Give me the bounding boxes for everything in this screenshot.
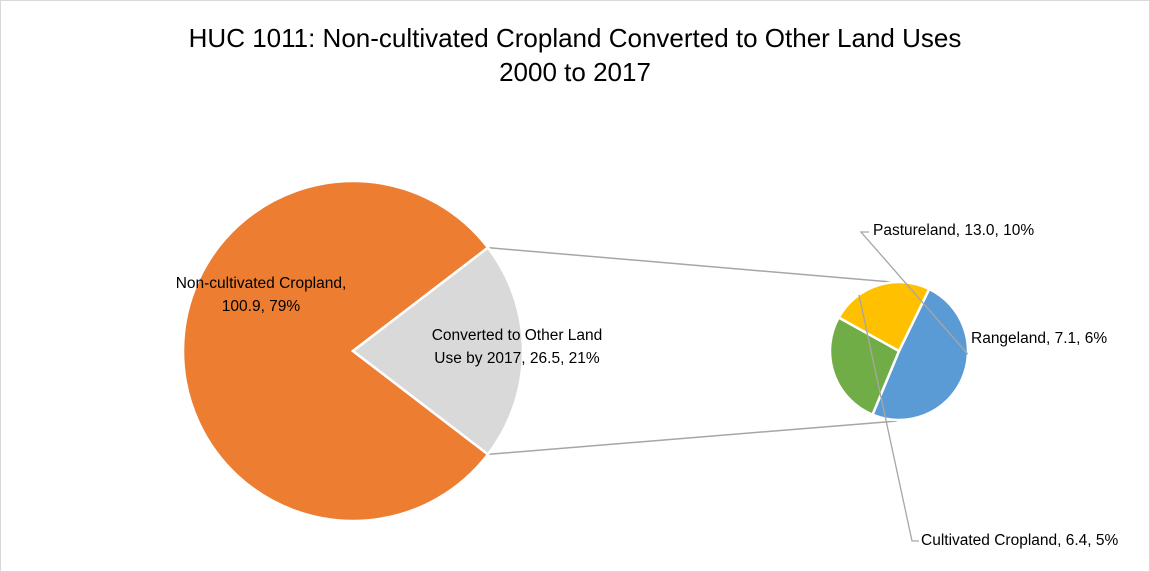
label-non-cultivated-line2: 100.9, 79% [222,298,301,315]
slice-pastureland [870,287,970,422]
slice-non-cultivated-cropland [181,179,490,523]
label-converted-line1: Converted to Other Land [432,327,603,344]
label-converted-line2: Use by 2017, 26.5, 21% [434,350,600,367]
label-rangeland: Rangeland, 7.1, 6% [971,330,1107,347]
chart-subtitle: 2000 to 2017 [499,57,651,87]
data-labels: Non-cultivated Cropland, 100.9, 79% Conver… [176,222,1119,549]
slice-cultivated-cropland [836,280,931,353]
connector-line-top [487,246,892,283]
connector-lines [487,246,898,456]
slice-converted-to-other-land-use [350,245,525,457]
secondary-pie [828,280,970,422]
label-cultivated-cropland: Cultivated Cropland, 6.4, 5% [921,532,1119,549]
main-pie [181,179,525,523]
label-pastureland: Pastureland, 13.0, 10% [873,222,1034,239]
leader-lines [858,231,969,542]
connector-line-bottom [487,420,898,456]
leader-line-pastureland [859,231,969,355]
leader-line-cultivated-cropland [858,294,919,542]
chart-title-line1: HUC 1011: Non-cultivated Cropland Conver… [188,23,962,53]
chart-title: HUC 1011: Non-cultivated Cropland Conver… [1,21,1149,89]
label-non-cultivated-line1: Non-cultivated Cropland, [176,275,347,292]
